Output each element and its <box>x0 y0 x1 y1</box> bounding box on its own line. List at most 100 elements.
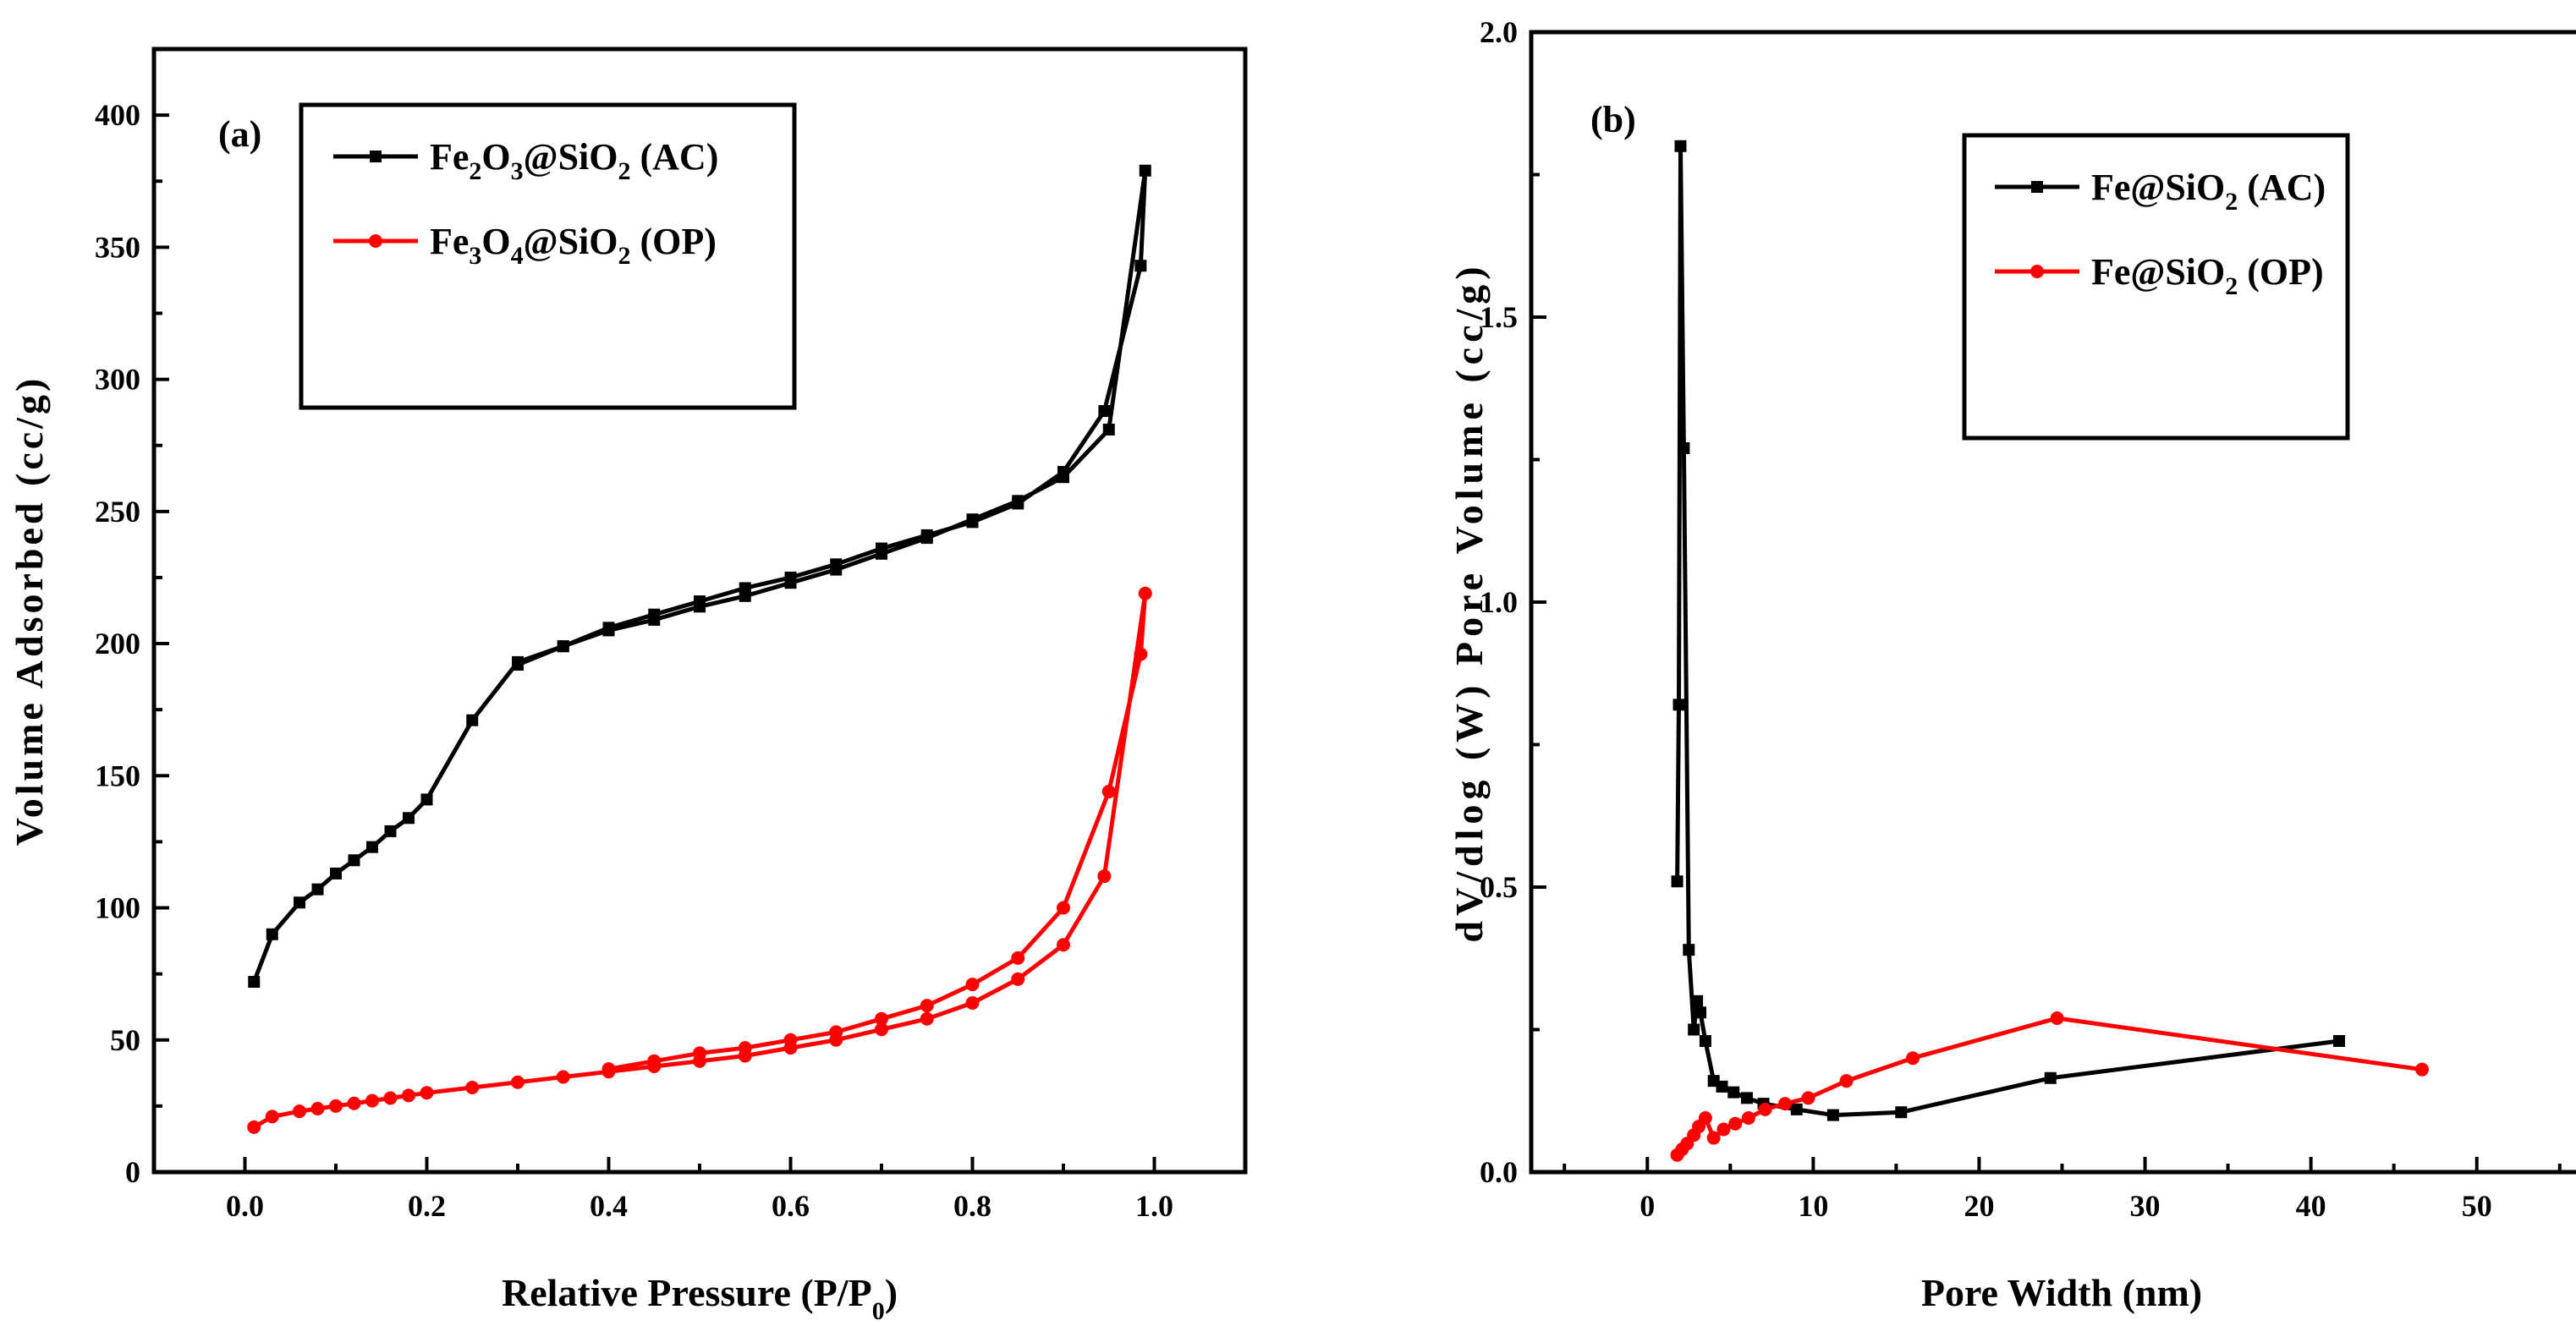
data-point <box>1839 1074 1854 1088</box>
panel-a-series <box>247 164 1152 1134</box>
data-point <box>1727 1086 1740 1099</box>
data-point <box>1683 944 1695 956</box>
data-point <box>1678 442 1690 455</box>
data-point <box>1139 164 1151 177</box>
data-point <box>310 1102 325 1116</box>
data-point <box>557 640 569 653</box>
y-tick-label: 50 <box>110 1023 140 1057</box>
data-point <box>648 608 661 621</box>
data-point <box>1671 875 1683 888</box>
data-point <box>1699 1034 1711 1047</box>
data-point <box>294 896 305 909</box>
data-point <box>1741 1110 1755 1125</box>
data-point <box>875 1011 888 1026</box>
data-point <box>1138 586 1152 600</box>
data-point <box>1098 405 1111 418</box>
legend-marker <box>2031 181 2043 193</box>
data-point <box>920 529 933 541</box>
panel-b-legend-box <box>1962 133 2350 441</box>
data-point <box>738 1041 752 1055</box>
data-point <box>784 571 797 584</box>
data-point <box>830 558 843 571</box>
panel-a-y-axis: 0 50 100 150 200 250 300 350 400 <box>95 98 169 1189</box>
y-tick-label: 150 <box>95 759 140 792</box>
y-tick-label: 350 <box>95 230 140 264</box>
data-point <box>365 1093 379 1108</box>
legend-label: Fe2O3@SiO2 (AC) <box>430 136 718 185</box>
y-tick-label: 200 <box>95 627 140 660</box>
panel-b-y-axis: 0.0 0.5 1.0 1.5 2.0 <box>1480 15 1546 1189</box>
data-point <box>1716 1080 1728 1093</box>
data-point <box>1011 972 1025 986</box>
data-point <box>248 976 261 989</box>
data-point <box>556 1070 570 1084</box>
panel-b-plot-frame <box>1529 30 2576 1175</box>
y-tick-label: 250 <box>95 495 140 529</box>
data-point <box>1758 1102 1772 1116</box>
data-point <box>1895 1106 1908 1119</box>
data-point <box>1728 1116 1743 1131</box>
data-point <box>2050 1011 2064 1026</box>
x-tick-label: 0.2 <box>408 1189 446 1223</box>
data-point <box>1057 901 1070 915</box>
data-point <box>2332 1034 2345 1047</box>
data-point <box>511 1075 525 1089</box>
data-point <box>1694 1006 1707 1019</box>
x-tick-label: 0.6 <box>772 1189 810 1223</box>
panel-a-label: (a) <box>218 113 261 155</box>
data-point <box>1101 785 1116 799</box>
data-point <box>266 928 278 940</box>
y-tick-label: 2.0 <box>1480 15 1518 49</box>
x-tick-label: 50 <box>2462 1189 2492 1223</box>
data-point <box>1097 869 1112 884</box>
data-point <box>1716 1122 1731 1137</box>
data-point <box>420 1086 434 1100</box>
data-point <box>876 542 887 555</box>
data-point <box>920 1011 934 1026</box>
series-line-circle <box>1675 1016 2423 1157</box>
legend-marker <box>2030 265 2044 278</box>
data-point <box>829 1025 843 1039</box>
data-point <box>1691 995 1704 1007</box>
data-point <box>1688 1023 1700 1036</box>
data-point <box>1134 260 1147 272</box>
x-tick-label: 0.4 <box>590 1189 628 1223</box>
legend-marker <box>369 234 382 248</box>
data-point <box>1012 497 1024 510</box>
y-tick-label: 1.0 <box>1480 585 1518 619</box>
data-point <box>647 1054 662 1068</box>
data-point <box>1778 1097 1793 1111</box>
series-line-square <box>251 168 1148 983</box>
data-point <box>1740 1092 1753 1104</box>
legend-label: Fe@SiO2 (OP) <box>2091 251 2324 300</box>
data-point <box>465 1081 480 1095</box>
data-point <box>265 1110 279 1124</box>
data-point <box>2415 1062 2430 1077</box>
data-point <box>403 812 415 825</box>
panel-a-x-axis: 0.0 0.2 0.4 0.6 0.8 1.0 <box>226 1157 1173 1223</box>
data-point <box>383 1091 398 1105</box>
data-point <box>1790 1103 1803 1115</box>
panel-b-label: (b) <box>1590 99 1636 140</box>
data-point <box>1698 1110 1712 1125</box>
panel-a-y-axis-title: Volume Adsorbed (cc/g) <box>8 375 51 847</box>
y-tick-label: 0.0 <box>1480 1155 1518 1189</box>
data-point <box>1011 951 1025 965</box>
panel-b-x-axis-title: Pore Width (nm) <box>1921 1271 2202 1314</box>
data-point <box>920 999 934 1013</box>
x-tick-label: 0 <box>1640 1189 1655 1223</box>
data-point <box>247 1120 261 1134</box>
panel-b-series <box>1670 140 2430 1162</box>
y-tick-label: 1.5 <box>1480 300 1518 334</box>
data-point <box>739 582 751 595</box>
legend-marker <box>370 151 382 162</box>
panel-b-x-axis: 0 10 20 30 40 50 <box>1563 1157 2562 1223</box>
x-tick-label: 0.8 <box>953 1189 991 1223</box>
x-tick-label: 10 <box>1798 1189 1828 1223</box>
data-point <box>1826 1109 1839 1121</box>
data-point <box>693 1046 706 1060</box>
legend-label: Fe@SiO2 (AC) <box>2091 167 2326 216</box>
panel-a-isotherm: 0.0 0.2 0.4 0.6 0.8 1.0 0 50 100 150 200 250 300 350… <box>8 47 1248 1325</box>
panel-b-pore-distribution: 0 10 20 30 40 50 0.0 0.5 1.0 1.5 2.0 (b) Fe@SiO2 … <box>1447 15 2576 1314</box>
